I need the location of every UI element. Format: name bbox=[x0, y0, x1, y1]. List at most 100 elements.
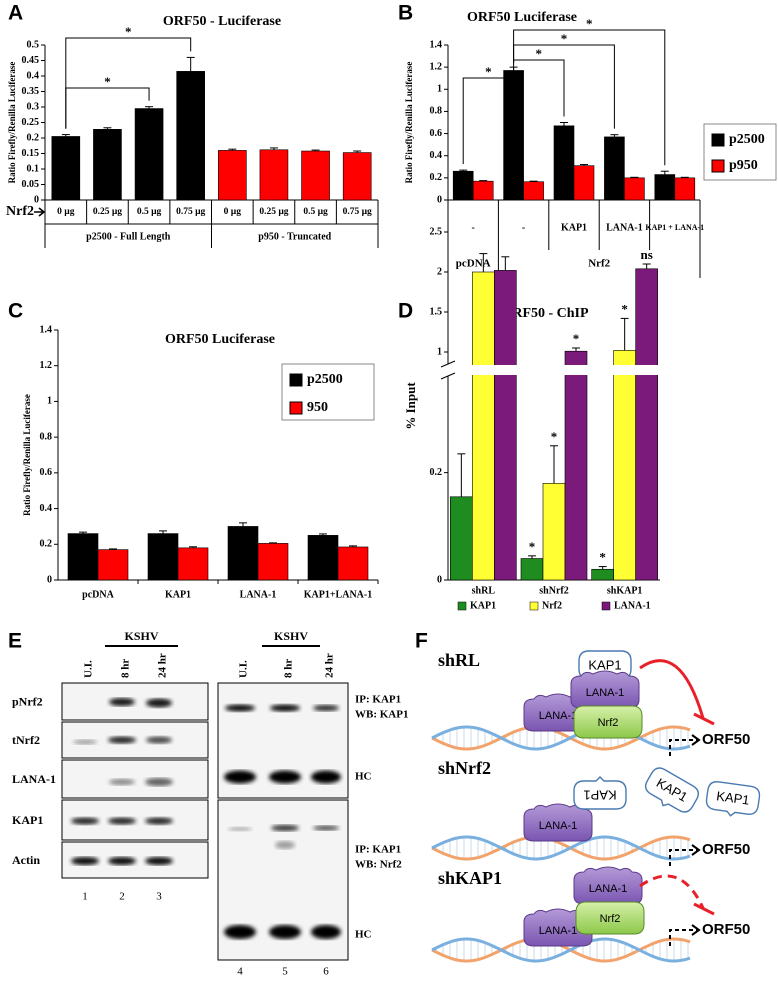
error-bar bbox=[349, 545, 357, 547]
group-label: p950 - Truncated bbox=[258, 231, 331, 242]
legend-item: p2500 bbox=[289, 372, 343, 387]
protein-shape bbox=[644, 767, 700, 813]
chart-title: ORF50 - ChIP bbox=[501, 306, 589, 321]
error-bar bbox=[239, 522, 247, 527]
blot-label: WB: Nrf2 bbox=[355, 859, 402, 871]
lane-label: 24 hr bbox=[324, 653, 336, 678]
y-tick-label: 0 bbox=[437, 574, 442, 585]
x-tick-label: 0.25 µg bbox=[259, 207, 288, 217]
legend-swatch bbox=[711, 133, 725, 147]
error-bar bbox=[319, 533, 327, 536]
target-label: ORF50 bbox=[702, 731, 750, 748]
group-label: KSHV bbox=[274, 629, 308, 643]
bar bbox=[564, 350, 588, 581]
y-tick-label: 0.05 bbox=[22, 179, 40, 190]
blot-band bbox=[146, 736, 172, 744]
legend-label: p2500 bbox=[307, 372, 343, 387]
y-tick-label: 0.45 bbox=[22, 55, 40, 66]
chart-title: ORF50 Luciferase bbox=[467, 10, 577, 25]
x-tick-label: 0 µg bbox=[224, 207, 242, 217]
blot-band bbox=[224, 925, 256, 939]
blot-band bbox=[73, 739, 97, 745]
panel-letter: C bbox=[8, 300, 23, 323]
y-tick-label: 1.2 bbox=[40, 360, 53, 371]
error-bar bbox=[479, 253, 488, 272]
error-bar bbox=[610, 134, 619, 137]
nrf-protein: Nrf2 bbox=[573, 705, 643, 739]
blot-strip bbox=[61, 759, 209, 799]
error-bar bbox=[79, 531, 87, 534]
protein-label: KAP1 bbox=[588, 657, 621, 672]
protein-shape bbox=[573, 776, 627, 810]
significance-bracket bbox=[65, 87, 150, 129]
row-label: KAP1 bbox=[12, 813, 43, 827]
blot-band bbox=[275, 841, 295, 849]
row-arrow bbox=[34, 207, 46, 217]
x-tick-label: shKAP1 bbox=[607, 585, 643, 596]
x-tick-label: shRL bbox=[472, 585, 496, 596]
legend-label: p2500 bbox=[729, 132, 765, 147]
row-label: pNrf2 bbox=[12, 694, 43, 708]
bar bbox=[472, 271, 495, 581]
axis-break-gap bbox=[440, 365, 662, 375]
chart-title: ORF50 - Luciferase bbox=[163, 14, 281, 29]
x-tick-label: LANA-1 bbox=[606, 222, 643, 233]
bar bbox=[654, 174, 676, 201]
blot-label: IP: KAP1 bbox=[355, 694, 401, 706]
y-tick-label: 0.4 bbox=[27, 70, 40, 81]
significance-label: * bbox=[104, 74, 111, 89]
legend-swatch bbox=[457, 601, 467, 611]
y-tick-label: 0.8 bbox=[430, 106, 443, 117]
bar bbox=[97, 549, 129, 581]
lana-protein: LANA-1 bbox=[523, 908, 593, 947]
lane-number: 6 bbox=[323, 966, 329, 978]
legend-swatch bbox=[289, 373, 303, 387]
bar bbox=[635, 268, 658, 581]
bar bbox=[301, 150, 330, 201]
inhibition-bar bbox=[693, 902, 715, 916]
legend-label: 950 bbox=[307, 400, 328, 415]
protein-label: LANA-1 bbox=[586, 687, 625, 699]
bar bbox=[67, 533, 99, 581]
dna-strand bbox=[431, 835, 691, 861]
promoter-arrow bbox=[669, 929, 698, 946]
panel-letter: D bbox=[398, 300, 413, 323]
y-tick-label: 1 bbox=[437, 84, 442, 95]
error-bar bbox=[159, 530, 167, 534]
x-tick-label: 0.5 µg bbox=[137, 207, 162, 217]
significance-label: * bbox=[573, 331, 580, 346]
protein-label: LANA-1 bbox=[539, 710, 578, 722]
y-axis-label: % Input bbox=[403, 382, 418, 430]
bar bbox=[218, 150, 247, 201]
y-tick-label: 0.2 bbox=[40, 539, 53, 550]
error-bar bbox=[660, 170, 669, 175]
error-bar bbox=[501, 256, 510, 271]
error-bar bbox=[560, 122, 568, 126]
y-tick-label: 1.4 bbox=[430, 39, 443, 50]
blot-band bbox=[311, 925, 341, 939]
target-label: ORF50 bbox=[702, 921, 750, 938]
y-tick-label: 2.5 bbox=[430, 226, 443, 237]
bar bbox=[520, 558, 544, 581]
y-tick-label: 0.4 bbox=[40, 503, 53, 514]
x-tick-label: KAP1 + LANA-1 bbox=[645, 223, 704, 232]
promoter-arrowhead bbox=[691, 924, 701, 936]
error-bar bbox=[457, 453, 466, 497]
bar bbox=[134, 108, 164, 201]
x-tick-label: KAP1 bbox=[165, 589, 191, 600]
blot-band bbox=[270, 704, 300, 712]
protein-shape bbox=[573, 705, 643, 739]
error-bar bbox=[61, 134, 70, 137]
row-label: shRL bbox=[438, 650, 480, 670]
error-bar bbox=[269, 147, 278, 150]
bar bbox=[452, 170, 474, 201]
dna-strand bbox=[431, 835, 691, 861]
lane-label: 8 hr bbox=[283, 659, 295, 678]
bar bbox=[472, 180, 494, 201]
bar bbox=[337, 546, 369, 581]
error-bar bbox=[189, 546, 197, 548]
legend-swatch bbox=[711, 159, 725, 173]
chart-title: ORF50 Luciferase bbox=[165, 332, 275, 347]
lane-label: U.I. bbox=[83, 660, 95, 678]
error-bar bbox=[228, 148, 237, 151]
